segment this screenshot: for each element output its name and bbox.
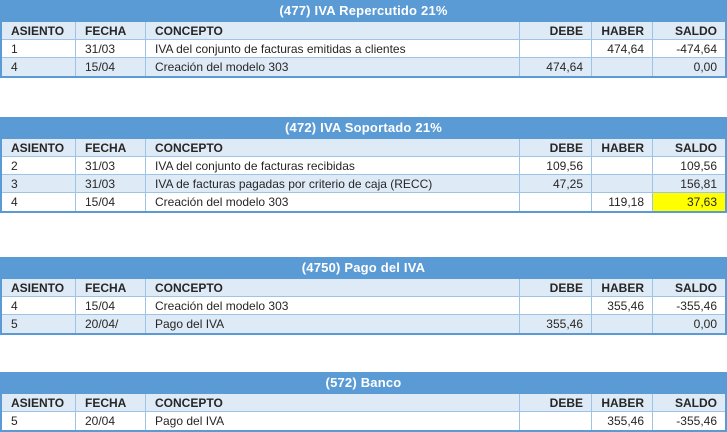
cell-haber[interactable] (592, 315, 653, 333)
table-rows: 4 15/04 Creación del modelo 303 355,46 -… (2, 297, 725, 333)
cell-saldo[interactable]: 156,81 (680, 176, 717, 191)
cell-fecha[interactable]: 31/03 (76, 40, 146, 57)
table-row: 5 20/04 Pago del IVA 355,46 -355,46 (2, 412, 725, 430)
cell-haber[interactable]: 474,64 (592, 40, 653, 57)
table-rows: 5 20/04 Pago del IVA 355,46 -355,46 (2, 412, 725, 430)
cell-asiento[interactable]: 3 (2, 175, 76, 192)
cell-fecha[interactable]: 31/03 (76, 157, 146, 174)
cell-saldo[interactable]: -355,46 (676, 298, 717, 313)
table-row: 4 15/04 Creación del modelo 303 355,46 -… (2, 297, 725, 315)
col-header-debe[interactable]: DEBE (520, 22, 592, 39)
ledger-table: (472) IVA Soportado 21% ASIENTO FECHA CO… (0, 117, 727, 213)
col-header-fecha[interactable]: FECHA (76, 279, 146, 296)
col-header-asiento[interactable]: ASIENTO (2, 22, 76, 39)
table-row: 1 31/03 IVA del conjunto de facturas emi… (2, 40, 725, 58)
col-header-concepto[interactable]: CONCEPTO (146, 22, 520, 39)
col-header-asiento[interactable]: ASIENTO (2, 279, 76, 296)
cell-saldo[interactable]: 0,00 (693, 317, 717, 331)
cell-debe[interactable] (520, 297, 592, 314)
cell-concepto[interactable]: Creación del modelo 303 (146, 297, 520, 314)
header-row: ASIENTO FECHA CONCEPTO DEBE HABER SALDO (2, 22, 725, 40)
table-rows: 2 31/03 IVA del conjunto de facturas rec… (2, 157, 725, 211)
col-header-haber[interactable]: HABER (592, 22, 653, 39)
cell-saldo[interactable]: 0,00 (693, 60, 717, 74)
col-header-debe[interactable]: DEBE (520, 394, 592, 411)
cell-fecha[interactable]: 15/04 (76, 58, 146, 76)
table-row: 4 15/04 Creación del modelo 303 474,64 0… (2, 58, 725, 76)
cell-haber[interactable]: 355,46 (592, 412, 653, 430)
cell-haber[interactable]: 355,46 (592, 297, 653, 314)
table-row: 3 31/03 IVA de facturas pagadas por crit… (2, 175, 725, 193)
col-header-saldo[interactable]: SALDO (675, 280, 717, 295)
cell-debe[interactable] (520, 412, 592, 430)
col-header-fecha[interactable]: FECHA (76, 22, 146, 39)
cell-debe[interactable]: 355,46 (520, 315, 592, 333)
cell-haber[interactable]: 119,18 (592, 193, 653, 211)
header-row: ASIENTO FECHA CONCEPTO DEBE HABER SALDO (2, 279, 725, 297)
cell-concepto[interactable]: IVA de facturas pagadas por criterio de … (146, 175, 520, 192)
table-title[interactable]: (4750) Pago del IVA (2, 257, 725, 279)
table-title[interactable]: (472) IVA Soportado 21% (2, 117, 725, 139)
cell-concepto[interactable]: Pago del IVA (146, 315, 520, 333)
ledger-table: (572) Banco ASIENTO FECHA CONCEPTO DEBE … (0, 372, 727, 432)
table-row: 2 31/03 IVA del conjunto de facturas rec… (2, 157, 725, 175)
col-header-asiento[interactable]: ASIENTO (2, 139, 76, 156)
cell-fecha[interactable]: 20/04/ (76, 315, 146, 333)
cell-fecha[interactable]: 31/03 (76, 175, 146, 192)
cell-asiento[interactable]: 5 (2, 315, 76, 333)
col-header-haber[interactable]: HABER (592, 279, 653, 296)
col-header-haber[interactable]: HABER (592, 139, 653, 156)
col-header-asiento[interactable]: ASIENTO (2, 394, 76, 411)
cell-fecha[interactable]: 15/04 (76, 297, 146, 314)
col-header-fecha[interactable]: FECHA (76, 394, 146, 411)
col-header-saldo[interactable]: SALDO (675, 140, 717, 155)
col-header-saldo[interactable]: SALDO (675, 23, 717, 38)
col-header-debe[interactable]: DEBE (520, 279, 592, 296)
cell-asiento[interactable]: 4 (2, 58, 76, 76)
cell-debe[interactable]: 474,64 (520, 58, 592, 76)
cell-haber[interactable] (592, 175, 653, 192)
table-row: 5 20/04/ Pago del IVA 355,46 0,00 (2, 315, 725, 333)
cell-concepto[interactable]: Pago del IVA (146, 412, 520, 430)
cell-debe[interactable]: 109,56 (520, 157, 592, 174)
cell-asiento[interactable]: 5 (2, 412, 76, 430)
table-title[interactable]: (477) IVA Repercutido 21% (2, 0, 725, 22)
col-header-concepto[interactable]: CONCEPTO (146, 139, 520, 156)
table-row: 4 15/04 Creación del modelo 303 119,18 3… (2, 193, 725, 211)
header-row: ASIENTO FECHA CONCEPTO DEBE HABER SALDO (2, 139, 725, 157)
col-header-concepto[interactable]: CONCEPTO (146, 279, 520, 296)
cell-asiento[interactable]: 4 (2, 297, 76, 314)
cell-saldo[interactable]: -474,64 (676, 41, 717, 56)
col-header-concepto[interactable]: CONCEPTO (146, 394, 520, 411)
col-header-fecha[interactable]: FECHA (76, 139, 146, 156)
table-rows: 1 31/03 IVA del conjunto de facturas emi… (2, 40, 725, 76)
col-header-saldo[interactable]: SALDO (675, 395, 717, 410)
cell-saldo[interactable]: -355,46 (676, 414, 717, 428)
ledger-table: (477) IVA Repercutido 21% ASIENTO FECHA … (0, 0, 727, 78)
cell-concepto[interactable]: IVA del conjunto de facturas recibidas (146, 157, 520, 174)
cell-concepto[interactable]: Creación del modelo 303 (146, 58, 520, 76)
header-row: ASIENTO FECHA CONCEPTO DEBE HABER SALDO (2, 394, 725, 412)
cell-fecha[interactable]: 20/04 (76, 412, 146, 430)
cell-fecha[interactable]: 15/04 (76, 193, 146, 211)
col-header-debe[interactable]: DEBE (520, 139, 592, 156)
cell-haber[interactable] (592, 58, 653, 76)
cell-concepto[interactable]: IVA del conjunto de facturas emitidas a … (146, 40, 520, 57)
table-title[interactable]: (572) Banco (2, 372, 725, 394)
cell-haber[interactable] (592, 157, 653, 174)
cell-asiento[interactable]: 1 (2, 40, 76, 57)
cell-saldo[interactable]: 109,56 (680, 158, 717, 173)
col-header-haber[interactable]: HABER (592, 394, 653, 411)
cell-debe[interactable]: 47,25 (520, 175, 592, 192)
cell-asiento[interactable]: 2 (2, 157, 76, 174)
cell-debe[interactable] (520, 193, 592, 211)
ledger-table: (4750) Pago del IVA ASIENTO FECHA CONCEP… (0, 257, 727, 335)
cell-debe[interactable] (520, 40, 592, 57)
cell-asiento[interactable]: 4 (2, 193, 76, 211)
cell-concepto[interactable]: Creación del modelo 303 (146, 193, 520, 211)
cell-saldo[interactable]: 37,63 (653, 193, 725, 211)
